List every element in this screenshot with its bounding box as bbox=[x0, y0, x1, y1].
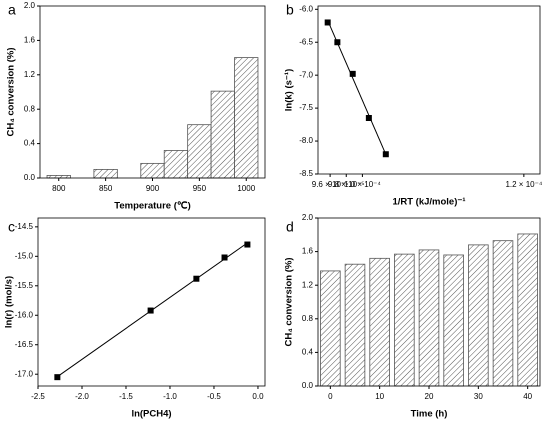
x-tick-label: 9.6 × 10⁻⁵ bbox=[312, 180, 349, 189]
y-tick-label: 0.4 bbox=[302, 348, 314, 357]
point bbox=[147, 307, 154, 314]
x-tick-label: 1.2 × 10⁻⁴ bbox=[505, 180, 542, 189]
bar bbox=[187, 124, 212, 179]
x-tick-label: 950 bbox=[193, 184, 207, 193]
y-tick-label: -7.0 bbox=[299, 70, 313, 79]
x-axis-label: 1/RT (kJ/mole)⁻¹ bbox=[392, 197, 465, 208]
y-tick-label: 1.2 bbox=[24, 70, 36, 79]
y-tick-label: -6.5 bbox=[299, 37, 313, 46]
x-tick-label: 800 bbox=[52, 184, 66, 193]
bar bbox=[210, 90, 235, 179]
x-tick-label: 850 bbox=[99, 184, 113, 193]
x-tick-label: 9.8 × 10⁻⁵ bbox=[328, 180, 365, 189]
y-axis-label: ln(k) (s⁻¹) bbox=[284, 69, 295, 111]
y-axis-label: CH₄ conversion (%) bbox=[284, 258, 295, 347]
bar bbox=[140, 162, 165, 179]
x-tick-label: 900 bbox=[146, 184, 160, 193]
x-tick-label: 30 bbox=[474, 392, 483, 401]
plot-frame bbox=[317, 5, 541, 175]
point bbox=[54, 374, 61, 381]
y-tick-label: -6.0 bbox=[299, 4, 313, 13]
y-tick-label: 1.2 bbox=[302, 280, 314, 289]
point bbox=[365, 115, 372, 121]
x-axis-label: ln(PCH4) bbox=[131, 409, 171, 420]
panel-label: d bbox=[286, 219, 294, 235]
y-tick-label: -17.0 bbox=[15, 369, 34, 378]
bar bbox=[468, 244, 489, 387]
point bbox=[382, 151, 389, 158]
panel-label: a bbox=[8, 2, 16, 18]
y-tick-label: 0.0 bbox=[24, 173, 36, 182]
x-axis-label: Temperature (℃) bbox=[114, 201, 190, 212]
bar bbox=[492, 240, 514, 387]
point bbox=[221, 254, 228, 261]
bar bbox=[320, 270, 341, 387]
point bbox=[334, 39, 341, 46]
x-tick-label: 0.0 bbox=[252, 392, 264, 401]
bar bbox=[394, 253, 415, 387]
panel-label: b bbox=[286, 2, 294, 18]
x-axis-label: Time (h) bbox=[411, 409, 448, 420]
y-tick-label: -8.5 bbox=[299, 169, 313, 178]
y-tick-label: 2.0 bbox=[302, 213, 314, 222]
bar bbox=[443, 254, 464, 387]
y-tick-label: 0.4 bbox=[24, 139, 36, 148]
y-tick-label: -8.0 bbox=[299, 136, 313, 145]
x-tick-label: -1.0 bbox=[163, 392, 177, 401]
x-tick-label: -2.5 bbox=[31, 392, 45, 401]
bar bbox=[234, 57, 259, 179]
plot-frame bbox=[39, 5, 266, 179]
point bbox=[193, 275, 200, 282]
x-tick-label: 10 bbox=[375, 392, 384, 401]
y-axis-label: ln(r) (mol/s) bbox=[4, 276, 15, 328]
bar bbox=[369, 257, 390, 387]
y-tick-label: -15.5 bbox=[15, 281, 34, 290]
y-axis-label: CH₄ conversion (%) bbox=[6, 48, 17, 137]
x-tick-label: 0 bbox=[328, 392, 333, 401]
plot-frame bbox=[317, 217, 541, 387]
bar bbox=[418, 249, 440, 387]
y-tick-label: -16.5 bbox=[15, 340, 34, 349]
x-tick-label: -1.5 bbox=[119, 392, 133, 401]
y-tick-label: -7.5 bbox=[299, 103, 313, 112]
x-tick-label: 40 bbox=[523, 392, 532, 401]
y-tick-label: 0.0 bbox=[302, 381, 314, 390]
y-tick-label: 1.6 bbox=[302, 247, 314, 256]
y-tick-label: 1.6 bbox=[24, 36, 36, 45]
bar bbox=[163, 150, 189, 179]
point bbox=[349, 70, 356, 77]
panel-label: c bbox=[8, 219, 15, 235]
x-tick-label: -2.0 bbox=[75, 392, 89, 401]
y-tick-label: 2.0 bbox=[24, 1, 36, 10]
plot-frame bbox=[37, 217, 266, 387]
x-tick-label: -0.5 bbox=[207, 392, 221, 401]
x-tick-label: 1000 bbox=[237, 184, 255, 193]
y-tick-label: -16.0 bbox=[15, 310, 34, 319]
bar bbox=[517, 233, 538, 387]
y-tick-label: 0.8 bbox=[302, 314, 314, 323]
y-tick-label: -15.0 bbox=[15, 251, 34, 260]
x-tick-label: 20 bbox=[425, 392, 434, 401]
bar bbox=[344, 263, 366, 387]
point bbox=[244, 241, 251, 248]
y-tick-label: 0.8 bbox=[24, 104, 36, 113]
x-tick-label: 1.0 × 10⁻⁴ bbox=[344, 180, 381, 189]
bar bbox=[93, 168, 118, 179]
y-tick-label: -14.5 bbox=[15, 222, 34, 231]
point bbox=[324, 19, 331, 26]
